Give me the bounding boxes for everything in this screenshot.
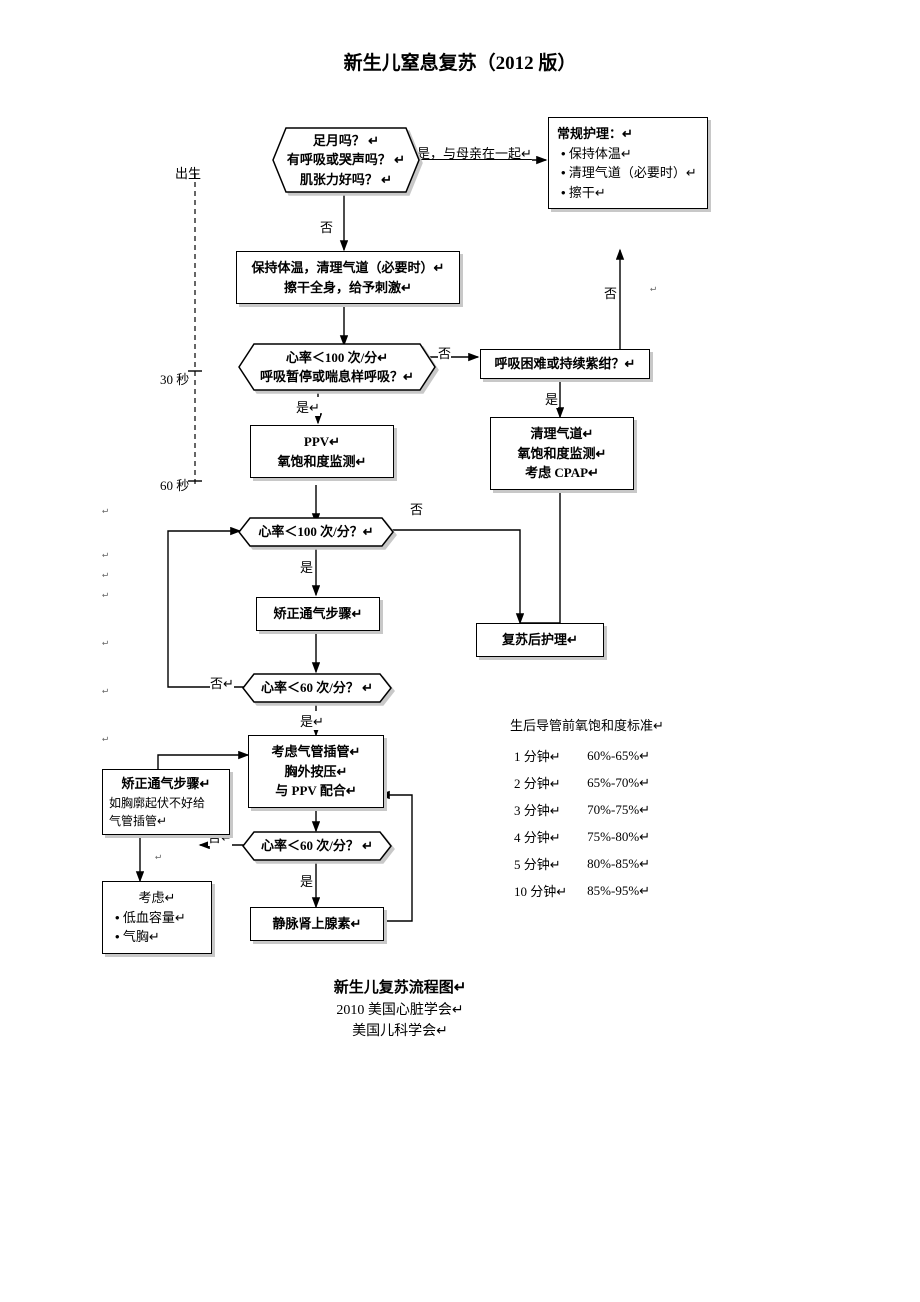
page-title: 新生儿窒息复苏（2012 版） <box>0 0 920 75</box>
edge-no-5: 否↵ <box>210 673 234 692</box>
ret-mark: ↵ <box>102 505 108 516</box>
node-epinephrine: 静脉肾上腺素↵ <box>250 907 384 941</box>
edge-no-3: 否 <box>604 283 617 302</box>
node-hr100-q: 心率＜100 次/分？↵ <box>238 517 394 547</box>
node-correct-vent-intubate: 矫正通气步骤↵ 如胸廓起伏不好给 气管插管↵ <box>102 769 230 835</box>
node-labored-breathing: 呼吸困难或持续紫绀？↵ <box>480 349 650 379</box>
diagram-footer: 新生儿复苏流程图↵ 2010 美国心脏学会↵ 美国儿科学会↵ <box>270 977 530 1042</box>
node-hr60-q1: 心率＜60 次/分？ ↵ <box>242 673 392 703</box>
node-warm-clear: 保持体温，清理气道（必要时）↵ 擦干全身，给予刺激↵ <box>236 251 460 304</box>
ret-mark: ↵ <box>650 283 656 294</box>
node-consider-hypovolemia: 考虑↵ 低血容量↵ 气胸↵ <box>102 881 212 954</box>
ret-mark: ↵ <box>102 589 108 600</box>
ret-mark: ↵ <box>155 851 161 862</box>
node-routine-care: 常规护理：↵ 保持体温↵ 清理气道（必要时）↵ 擦干↵ <box>548 117 708 209</box>
flowchart-svg: .ln { stroke:#000; stroke-width:1.4; fil… <box>0 75 920 1135</box>
spo2-standards-table: 生后导管前氧饱和度标准↵ 1 分钟↵60%-65%↵ 2 分钟↵65%-70%↵… <box>510 715 666 904</box>
label-birth: 出生 <box>175 163 201 182</box>
node-hr60-q2: 心率＜60 次/分？ ↵ <box>242 831 392 861</box>
node-correct-ventilation: 矫正通气步骤↵ <box>256 597 380 631</box>
edge-no-1: 否 <box>320 217 333 236</box>
node-intubate-compress: 考虑气管插管↵ 胸外按压↵ 与 PPV 配合↵ <box>248 735 384 808</box>
flowchart-canvas: .ln { stroke:#000; stroke-width:1.4; fil… <box>0 75 920 1135</box>
label-30s: 30 秒 <box>160 369 189 388</box>
node-hr100-breathing: 心率＜100 次/分↵ 呼吸暂停或喘息样呼吸？↵ <box>238 343 436 391</box>
node-post-resus-care: 复苏后护理↵ <box>476 623 604 657</box>
node-clear-airway-cpap: 清理气道↵ 氧饱和度监测↵ 考虑 CPAP↵ <box>490 417 634 490</box>
edge-no-4: 否 <box>410 499 423 518</box>
ret-mark: ↵ <box>102 549 108 560</box>
ret-mark: ↵ <box>102 637 108 648</box>
edge-yes-2: 是 <box>545 389 558 408</box>
ret-mark: ↵ <box>102 733 108 744</box>
node-initial-assessment: 足月吗？ ↵ 有呼吸或哭声吗？ ↵ 肌张力好吗？ ↵ <box>272 127 420 193</box>
edge-yes-5: 是 <box>300 871 313 890</box>
ret-mark: ↵ <box>102 569 108 580</box>
label-60s: 60 秒 <box>160 475 189 494</box>
edge-no-2: 否 <box>438 343 451 362</box>
spo2-table: 1 分钟↵60%-65%↵ 2 分钟↵65%-70%↵ 3 分钟↵70%-75%… <box>510 742 666 904</box>
ret-mark: ↵ <box>102 685 108 696</box>
edge-yes-3: 是 <box>300 557 313 576</box>
edge-yes-1: 是↵ <box>296 397 320 416</box>
edge-yes-4: 是↵ <box>300 711 324 730</box>
node-ppv: PPV↵ 氧饱和度监测↵ <box>250 425 394 478</box>
edge-yes-mother: 是，与母亲在一起↵ <box>417 143 532 162</box>
